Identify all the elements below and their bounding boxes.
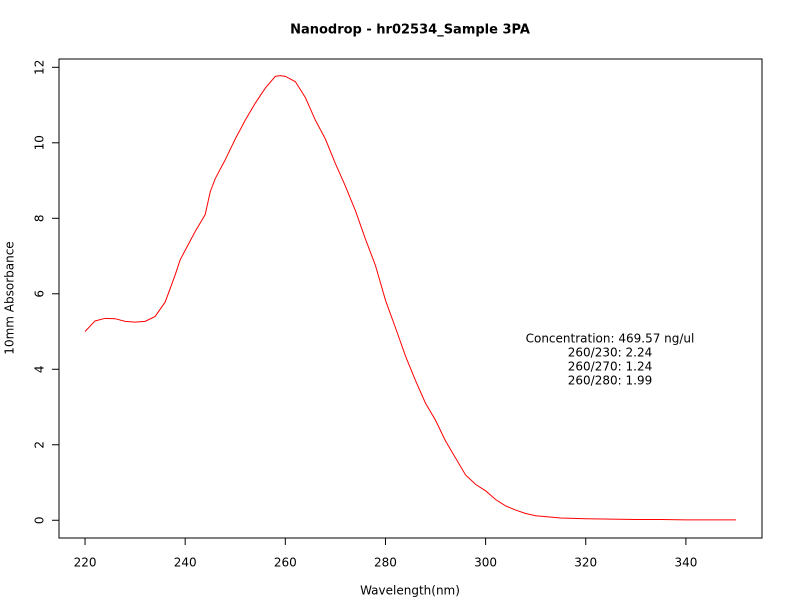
x-tick-label: 220 [74, 556, 97, 570]
annotation: 260/270: 1.24 [568, 360, 652, 374]
x-tick-label: 340 [674, 556, 697, 570]
y-axis-label: 10mm Absorbance [3, 241, 17, 354]
x-tick-label: 260 [274, 556, 297, 570]
annotation: 260/280: 1.99 [568, 374, 652, 388]
annotation: Concentration: 469.57 ng/ul [526, 332, 695, 346]
x-tick-label: 280 [374, 556, 397, 570]
y-tick-label: 10 [33, 135, 47, 150]
x-tick-label: 240 [174, 556, 197, 570]
line-series [84, 75, 736, 521]
y-tick-label: 8 [33, 214, 47, 222]
x-tick-label: 300 [474, 556, 497, 570]
y-tick-label: 0 [33, 516, 47, 524]
y-tick-label: 2 [33, 441, 47, 449]
x-tick-label: 320 [574, 556, 597, 570]
x-axis-label: Wavelength(nm) [360, 584, 460, 598]
y-tick-label: 6 [33, 290, 47, 298]
plot-frame [58, 58, 763, 539]
annotation: 260/230: 2.24 [568, 346, 652, 360]
y-tick-label: 4 [33, 365, 47, 373]
y-tick-label: 12 [33, 60, 47, 75]
chart-title: Nanodrop - hr02534_Sample 3PA [290, 23, 530, 38]
